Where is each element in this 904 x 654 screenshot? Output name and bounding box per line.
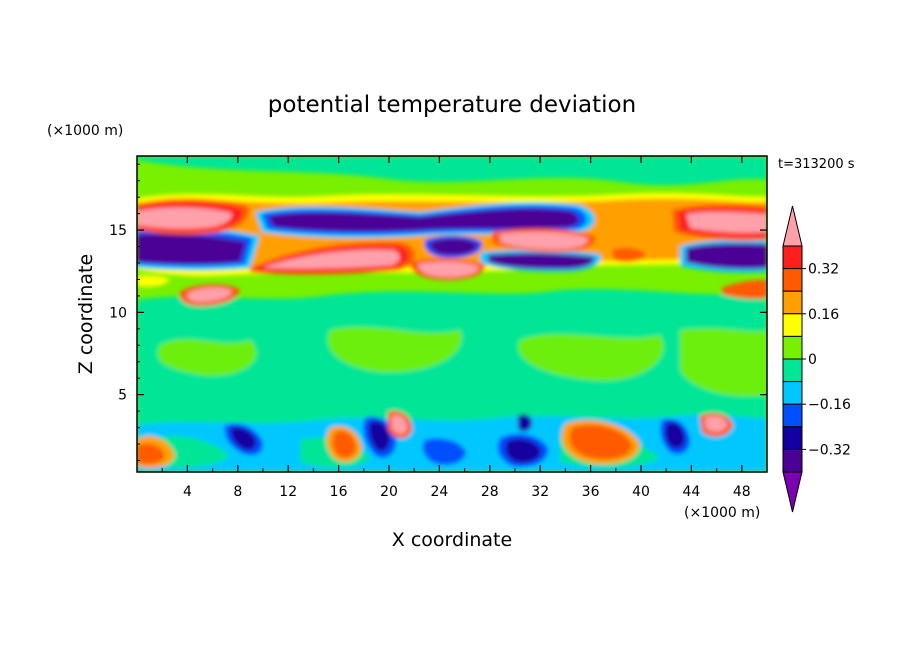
- contour-region: [722, 280, 767, 299]
- y-tick-label: 10: [109, 305, 127, 321]
- colorbar-box: [782, 313, 803, 337]
- contour-region: [418, 261, 479, 277]
- y-tick-label: 5: [118, 388, 127, 404]
- x-tick-label: 32: [531, 484, 549, 500]
- y-axis-title: Z coordinate: [75, 254, 97, 374]
- contour-field: [137, 156, 767, 472]
- x-unit-label: (×1000 m): [684, 505, 760, 521]
- contour-region: [392, 415, 407, 434]
- contour-region: [137, 156, 767, 186]
- x-axis: 4 8 12 16 20 24 28 32 36 40 44 48: [161, 156, 751, 500]
- x-tick-label: 8: [233, 484, 242, 500]
- colorbar-box: [782, 426, 803, 450]
- contour-region: [137, 275, 170, 287]
- y-tick-label: 15: [109, 223, 127, 239]
- contour-region: [518, 414, 532, 432]
- colorbar-box: [782, 245, 803, 270]
- x-tick-label: 36: [582, 484, 600, 500]
- colorbar-label: −0.16: [808, 397, 851, 413]
- contour-region: [157, 339, 257, 376]
- plot-frame: [136, 155, 768, 473]
- x-tick-label: 48: [733, 484, 751, 500]
- contour-region: [686, 211, 767, 233]
- colorbar-label: 0.32: [808, 262, 839, 278]
- colorbar-top-triangle: [782, 205, 803, 247]
- colorbar-box: [782, 381, 803, 405]
- contour-region: [705, 416, 727, 432]
- contour-region: [422, 438, 466, 465]
- contour-region: [500, 231, 589, 249]
- contour-region: [368, 421, 391, 452]
- colorbar-box: [782, 448, 803, 473]
- contour-region: [264, 249, 400, 269]
- contour-region: [664, 422, 685, 449]
- contour-region: [430, 238, 478, 255]
- field-shapes: [137, 156, 767, 472]
- contour-region: [137, 443, 165, 464]
- colorbar-label: 0.16: [808, 307, 839, 323]
- x-tick-label: 20: [380, 484, 398, 500]
- contour-region: [488, 253, 595, 269]
- contour-region: [137, 207, 232, 229]
- contour-region: [137, 233, 246, 265]
- colorbar-box: [782, 403, 803, 428]
- contour-region: [612, 247, 646, 262]
- colorbar-label: 0: [808, 352, 817, 368]
- contour-region: [332, 430, 356, 458]
- time-label: t=313200 s: [778, 157, 855, 172]
- colorbar-box: [782, 358, 803, 383]
- chart-title: potential temperature deviation: [268, 92, 636, 118]
- x-tick-label: 44: [682, 484, 700, 500]
- y-axis: 5 10 15: [109, 163, 767, 461]
- colorbar-bottom-triangle: [782, 471, 803, 513]
- contour-region: [569, 425, 632, 460]
- x-axis-title: X coordinate: [392, 529, 512, 551]
- x-tick-label: 24: [430, 484, 448, 500]
- x-tick-label: 40: [632, 484, 650, 500]
- contour-region: [518, 334, 664, 381]
- colorbar-box: [782, 335, 803, 360]
- contour-region: [327, 327, 462, 373]
- x-tick-label: 4: [183, 484, 192, 500]
- contour-region: [230, 427, 257, 451]
- colorbar-box: [782, 268, 803, 292]
- x-tick-label: 12: [279, 484, 297, 500]
- colorbar-label: −0.32: [808, 442, 851, 458]
- contour-region: [686, 243, 767, 269]
- contour-region: [505, 438, 542, 463]
- contour-region: [268, 208, 579, 232]
- y-unit-label: (×1000 m): [47, 123, 123, 139]
- contour-region: [680, 328, 767, 397]
- colorbar: 0.32 0.16 0 −0.16 −0.32: [782, 205, 851, 513]
- x-tick-label: 16: [330, 484, 348, 500]
- colorbar-box: [782, 290, 803, 315]
- x-tick-label: 28: [481, 484, 499, 500]
- contour-region: [187, 287, 232, 302]
